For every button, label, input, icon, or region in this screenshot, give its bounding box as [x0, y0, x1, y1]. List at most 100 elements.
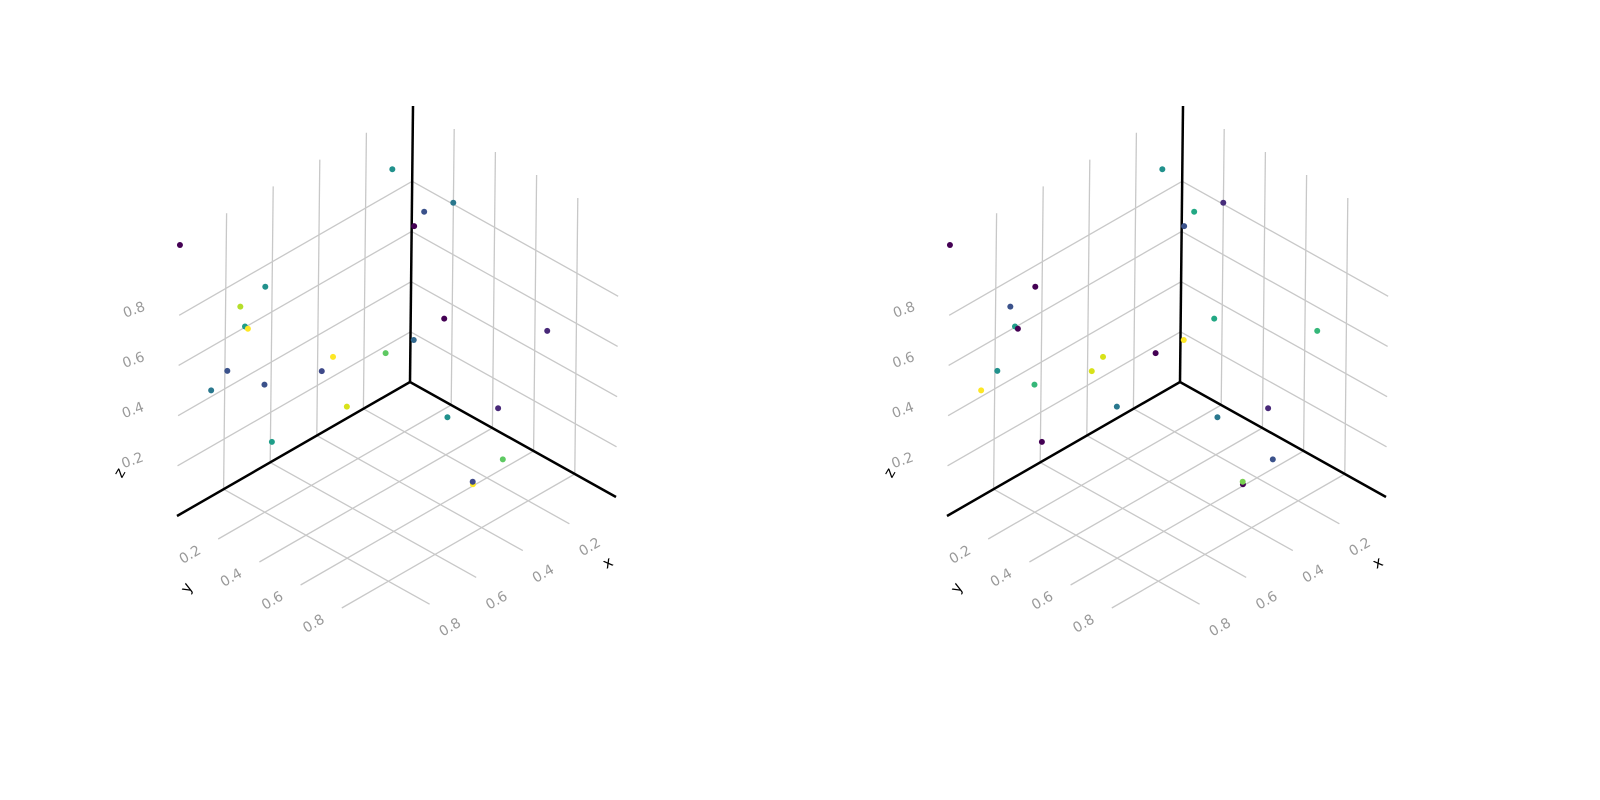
x-tick-label: 0.8: [437, 615, 464, 640]
x-tick-label: 0.6: [1253, 588, 1280, 613]
y-tick-label: 0.2: [947, 543, 974, 568]
z-tick-label: 0.8: [891, 299, 917, 322]
point: [444, 414, 451, 421]
point: [237, 303, 244, 310]
grid-line: [411, 230, 618, 348]
grid-line: [491, 151, 497, 429]
y-axis-title: y: [177, 579, 197, 596]
point: [1211, 315, 1218, 322]
point: [1214, 414, 1221, 421]
y-tick-label: 0.8: [300, 612, 327, 637]
point: [411, 223, 418, 230]
point: [1180, 337, 1187, 344]
x-tick-label: 0.8: [1207, 615, 1234, 640]
grid-line: [1086, 435, 1294, 552]
point: [1220, 199, 1227, 206]
grid-line: [177, 281, 412, 417]
grid-line: [1181, 230, 1388, 348]
grid-line: [341, 473, 576, 609]
point: [176, 242, 183, 249]
x-axis-line: [176, 380, 411, 518]
point: [1181, 223, 1188, 230]
x-axis-line: [946, 380, 1181, 518]
z-tick-label: 0.8: [121, 299, 147, 322]
point: [946, 242, 953, 249]
point: [469, 478, 476, 485]
grid-line: [300, 450, 534, 586]
grid-line: [1039, 186, 1044, 463]
point: [318, 368, 325, 375]
point: [994, 367, 1001, 374]
grid-line: [410, 281, 618, 398]
point: [382, 350, 389, 357]
grid-line: [1181, 180, 1389, 297]
grid-line: [1344, 197, 1349, 475]
point: [1113, 403, 1120, 410]
point: [389, 166, 396, 173]
x-tick-label: 0.4: [1300, 562, 1327, 587]
point: [1265, 405, 1272, 412]
z-tick-label: 0.4: [890, 399, 916, 422]
point: [343, 403, 350, 410]
point: [421, 208, 428, 215]
z-axis-line: [408, 105, 415, 383]
grid-line: [987, 404, 1222, 540]
x-axis-title: x: [1369, 552, 1386, 572]
grid-line: [178, 180, 413, 316]
grid-line: [411, 180, 619, 297]
grid-line: [532, 174, 538, 452]
grid-line: [1180, 281, 1388, 398]
point: [495, 405, 502, 412]
grid-line: [363, 408, 570, 525]
grid-line: [992, 213, 998, 490]
point: [268, 438, 275, 445]
grid-line: [1029, 427, 1263, 563]
grid-line: [948, 180, 1183, 316]
point: [208, 387, 215, 394]
y-tick-label: 0.8: [1070, 612, 1097, 637]
point: [1239, 478, 1246, 485]
point: [1032, 283, 1039, 290]
z-tick-label: 0.6: [120, 349, 146, 372]
grid-line: [316, 159, 321, 436]
grid-line: [410, 331, 617, 448]
point: [244, 325, 251, 332]
y-tick-label: 0.4: [218, 566, 245, 591]
grid-line: [259, 427, 493, 563]
point: [410, 337, 417, 344]
y-tick-label: 0.4: [988, 566, 1015, 591]
x-axis-title: x: [599, 552, 616, 572]
point: [1100, 353, 1107, 360]
point: [1314, 327, 1321, 334]
z-axis-line: [1178, 105, 1185, 383]
grid-line: [177, 331, 411, 467]
x-tick-label: 0.6: [483, 588, 510, 613]
grid-line: [1180, 331, 1387, 448]
grid-line: [1086, 159, 1091, 436]
grid-line: [1132, 132, 1138, 409]
point: [1031, 381, 1038, 388]
grid-line: [574, 197, 579, 475]
grid-line: [1070, 450, 1304, 586]
point: [450, 199, 457, 206]
grid-line: [993, 488, 1200, 605]
z-tick-label: 0.4: [120, 399, 146, 422]
point: [1152, 350, 1159, 357]
grid-line: [1261, 151, 1267, 429]
point: [978, 387, 985, 394]
grid-line: [1039, 461, 1247, 578]
grid-line: [947, 281, 1182, 417]
point: [330, 353, 337, 360]
grid-line: [1220, 128, 1225, 406]
grid-line: [1302, 174, 1308, 452]
point: [441, 315, 448, 322]
point: [224, 367, 231, 374]
grid-line: [178, 230, 412, 367]
z-tick-label: 0.2: [119, 449, 145, 472]
grid-line: [1133, 408, 1340, 525]
point: [1007, 303, 1014, 310]
grid-line: [316, 435, 524, 552]
